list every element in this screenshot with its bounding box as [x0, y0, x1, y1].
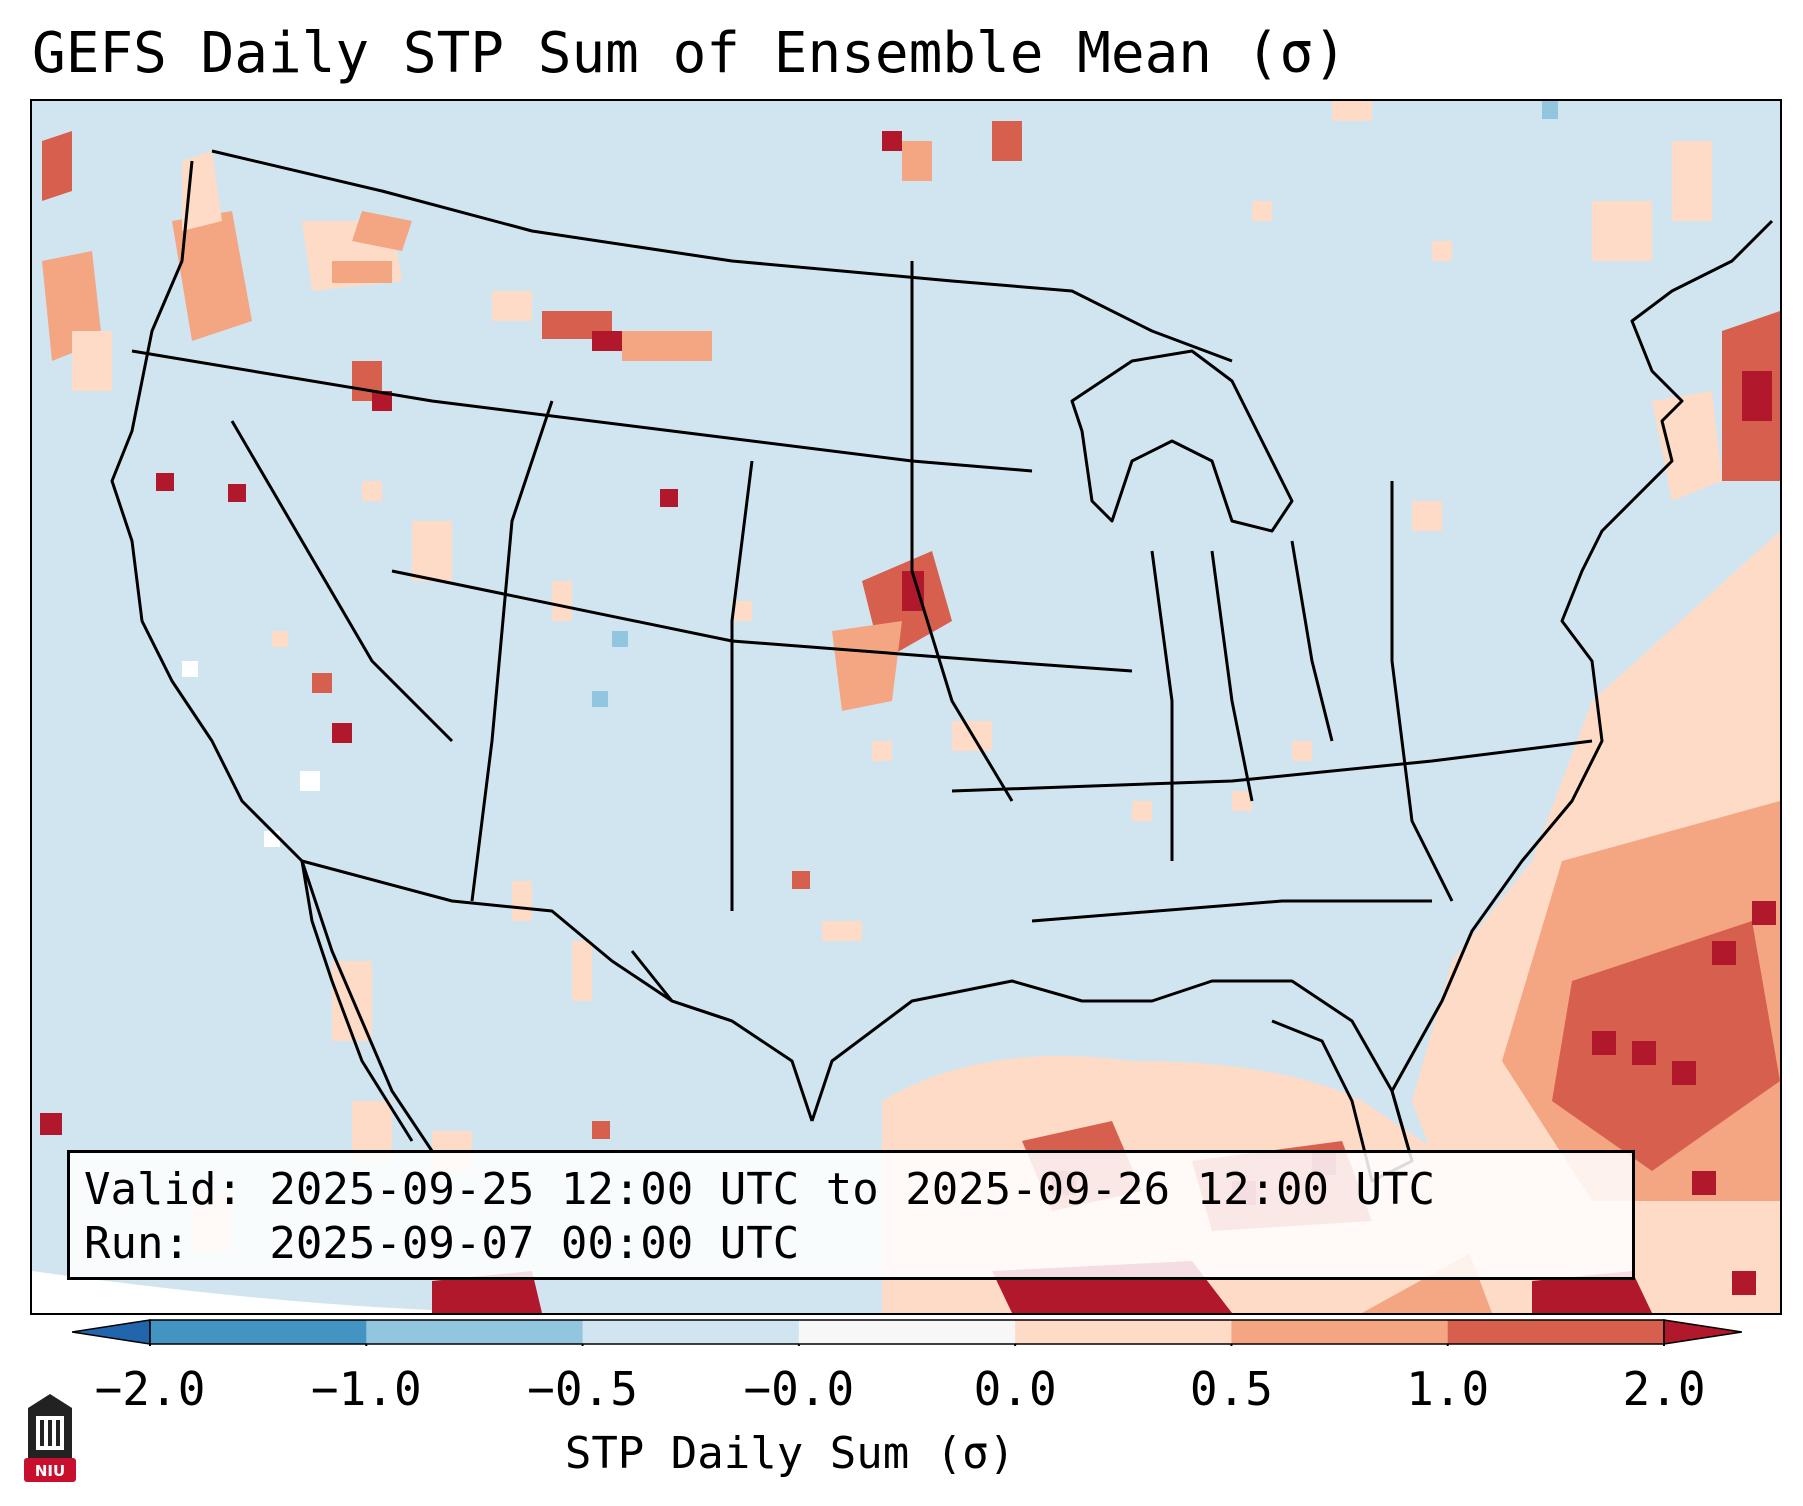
colorbar-tick-label: −2.0 — [94, 1362, 206, 1416]
colorbar-segment — [1015, 1320, 1232, 1344]
mexico-border — [301, 859, 814, 1122]
colorbar-under-arrow — [72, 1319, 151, 1345]
state-line-g — [951, 739, 1593, 793]
colorbar-outline — [149, 1319, 1665, 1345]
map-panel — [30, 99, 1782, 1315]
colorbar-tick-label: 0.0 — [973, 1362, 1057, 1416]
canada-border — [211, 149, 1233, 363]
colorbar-segment — [150, 1320, 367, 1344]
west-coastline — [110, 160, 434, 1152]
baja-coast — [300, 860, 414, 1142]
state-line-l — [1390, 481, 1454, 902]
atlantic-anomaly-region — [1412, 531, 1780, 1313]
colorbar-tick-label: 2.0 — [1622, 1362, 1706, 1416]
state-line-i — [1150, 550, 1174, 861]
valid-time-text: Valid: 2025-09-25 12:00 UTC to 2025-09-2… — [84, 1164, 1436, 1215]
east-coastline — [1390, 219, 1774, 1162]
state-line-h — [1031, 899, 1432, 923]
colorbar — [72, 1319, 1742, 1346]
state-line-f — [910, 261, 1014, 802]
plains-red-cells — [832, 551, 952, 711]
state-line-e — [730, 460, 754, 911]
gulf-coastline — [810, 979, 1414, 1183]
west-dark-cells — [40, 101, 1558, 1139]
run-time-text: Run: 2025-09-07 00:00 UTC — [84, 1218, 800, 1269]
colorbar-label: STP Daily Sum (σ) — [564, 1428, 1016, 1479]
state-line-c — [391, 569, 1133, 673]
colorbar-over-arrow — [1663, 1319, 1742, 1345]
colorbar-tick-label: −1.0 — [310, 1362, 422, 1416]
stp-field-map — [32, 101, 1780, 1313]
northeast-red-cells — [1652, 311, 1780, 501]
state-line-j — [1210, 550, 1254, 802]
boundary-lines — [110, 149, 1774, 1183]
state-line-k — [1290, 540, 1334, 742]
colorbar-tick-label: −0.5 — [527, 1362, 638, 1416]
state-line-d — [470, 400, 554, 902]
state-line-b — [230, 420, 454, 743]
colorbar-tick-label: 0.5 — [1189, 1362, 1273, 1416]
niu-logo: NIU — [24, 1394, 76, 1482]
colorbar-segment — [366, 1320, 584, 1344]
logo-text: NIU — [35, 1462, 65, 1480]
map-title: GEFS Daily STP Sum of Ensemble Mean (σ) — [32, 21, 1347, 86]
colorbar-segment — [1447, 1320, 1665, 1344]
colorbar-segment — [1231, 1320, 1449, 1344]
projection-edge — [32, 1271, 552, 1313]
colorbar-segment — [798, 1320, 1016, 1344]
great-lakes — [1070, 349, 1294, 533]
colorbar-tick-label: −0.0 — [743, 1362, 855, 1416]
valid-run-box: Valid: 2025-09-25 12:00 UTC to 2025-09-2… — [67, 1150, 1635, 1280]
state-line-m — [630, 950, 733, 1023]
colorbar-tick-label: 1.0 — [1406, 1362, 1490, 1416]
colorbar-segment — [582, 1320, 800, 1344]
state-line-a — [131, 349, 1033, 473]
northwest-cells — [42, 121, 1022, 411]
colorbar-segments — [149, 1320, 1665, 1346]
